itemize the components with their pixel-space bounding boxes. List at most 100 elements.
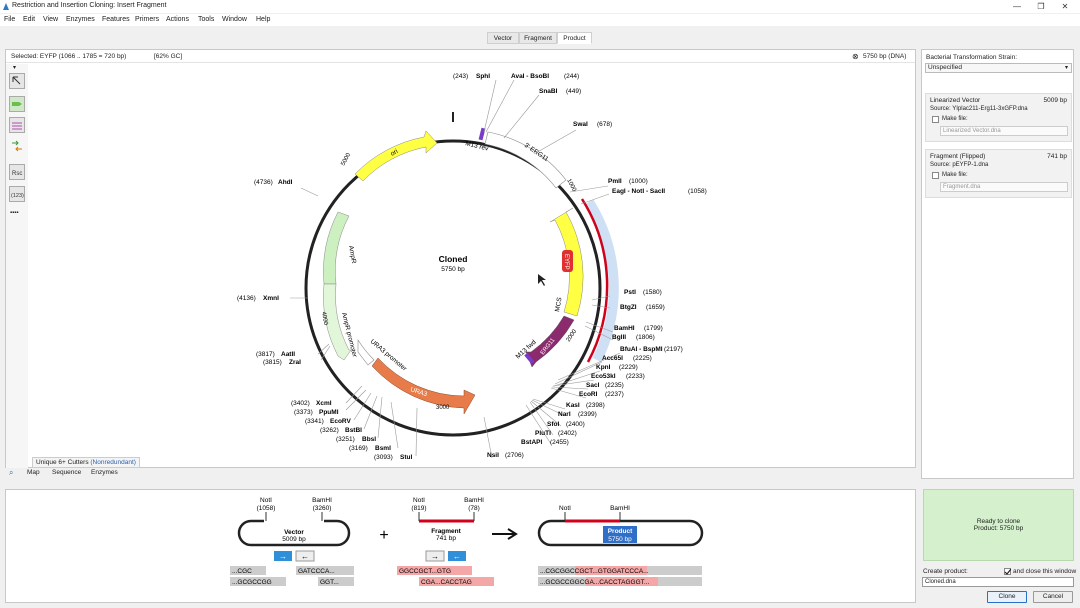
tab-vector[interactable]: Vector — [487, 32, 519, 44]
enzyme-ppumi[interactable]: PpuMI — [319, 409, 339, 416]
vector-file-field[interactable]: Linearized Vector.dna — [940, 126, 1068, 136]
menu-features[interactable]: Features — [102, 16, 130, 23]
enzyme-bsmi[interactable]: BsmI — [375, 445, 391, 452]
enzyme-xcmi[interactable]: XcmI — [316, 400, 332, 407]
erg11-3-feature[interactable] — [484, 131, 567, 189]
menu-file[interactable]: File — [4, 16, 16, 23]
m13-rev-feature[interactable] — [478, 127, 486, 141]
menu-edit[interactable]: Edit — [23, 16, 36, 23]
enzyme-acc65i[interactable]: Acc65I — [602, 355, 623, 362]
fragment-bp: 741 bp — [1047, 153, 1067, 160]
select-tool-icon[interactable] — [9, 73, 25, 89]
menu-tools[interactable]: Tools — [198, 16, 215, 23]
enzyme-bglii[interactable]: BglII — [612, 334, 626, 341]
fragment-orientation-button[interactable] — [425, 550, 445, 562]
enzyme-pos-psti: (1580) — [643, 289, 662, 296]
enzyme-bfuai[interactable]: BfuAI - BspMI — [620, 346, 663, 353]
enzyme-tool-icon[interactable]: Rsc — [9, 164, 25, 180]
enzyme-ecorv[interactable]: EcoRV — [330, 418, 351, 425]
menu-enzymes[interactable]: Enzymes — [66, 16, 95, 23]
enzyme-bbsi[interactable]: BbsI — [362, 436, 376, 443]
enzyme-pos-bstapi: (2455) — [550, 439, 569, 446]
enzyme-set-selector[interactable]: Unique 6+ Cutters (Nonredundant) — [32, 457, 140, 468]
enzyme-pos-bbsi: (3251) — [336, 436, 355, 443]
enzyme-saci[interactable]: SacI — [586, 382, 600, 389]
fragment-enz1: NotI — [413, 497, 425, 504]
ori-feature[interactable] — [354, 130, 438, 182]
minimize-button[interactable]: — — [1013, 2, 1021, 11]
eyfp-arrow-feature[interactable] — [549, 207, 584, 317]
enzyme-kasi[interactable]: KasI — [566, 402, 580, 409]
enzyme-nari[interactable]: NarI — [558, 411, 571, 418]
menu-help[interactable]: Help — [256, 16, 271, 23]
enzyme-eco53ki[interactable]: Eco53kI — [591, 373, 616, 380]
close-window-button[interactable]: ✕ — [1061, 2, 1069, 11]
menu-primers[interactable]: Primers — [135, 16, 160, 23]
tab-map[interactable]: Map — [27, 469, 40, 476]
enzyme-snabi[interactable]: SnaBI — [539, 88, 558, 95]
enzyme-pluti[interactable]: PluTI — [535, 430, 551, 437]
enzyme-pos-eco53ki: (2233) — [626, 373, 645, 380]
enzyme-stui[interactable]: StuI — [400, 454, 412, 461]
ampr-promoter-feature[interactable] — [323, 283, 352, 361]
enzyme-sphi[interactable]: SphI — [476, 73, 490, 80]
orf-tool-icon[interactable] — [9, 138, 25, 154]
search-icon[interactable]: ⌕ — [9, 468, 14, 477]
cancel-button[interactable]: Cancel — [1033, 591, 1073, 603]
enzyme-aatii[interactable]: AatII — [281, 351, 295, 358]
enzyme-sfoi[interactable]: SfoI — [547, 421, 559, 428]
enzyme-bamhi[interactable]: BamHI — [614, 325, 635, 332]
ura3-feature[interactable] — [371, 357, 476, 415]
fragment-file-field[interactable]: Fragment.dna — [940, 182, 1068, 192]
ori-label: ori — [390, 148, 400, 158]
menu-view[interactable]: View — [43, 16, 59, 23]
svg-text:Rsc: Rsc — [12, 171, 22, 177]
clone-button[interactable]: Clone — [987, 591, 1027, 603]
tab-product[interactable]: Product — [557, 32, 592, 44]
tab-sequence[interactable]: Sequence — [52, 469, 82, 476]
vector-orientation-button[interactable] — [295, 550, 315, 562]
enzyme-psti[interactable]: PstI — [624, 289, 636, 296]
vector-make-file-checkbox[interactable] — [932, 116, 939, 123]
enzyme-btgzi[interactable]: BtgZI — [620, 304, 637, 311]
primer-tool-icon[interactable] — [9, 117, 25, 133]
selection-text: Selected: EYFP (1066 .. 1785 = 720 bp) — [11, 53, 127, 60]
enzyme-pos-zrai: (3815) — [263, 359, 282, 366]
menu-actions[interactable]: Actions — [166, 16, 189, 23]
eyfp-feature[interactable] — [562, 250, 573, 272]
info-icon[interactable]: ⊗ — [852, 52, 859, 61]
enzyme-xmni[interactable]: XmnI — [263, 295, 279, 302]
fragment-orientation-button-active[interactable] — [448, 551, 466, 561]
enzyme-kpni[interactable]: KpnI — [596, 364, 611, 371]
enzyme-eagi-noti-sacii[interactable]: EagI - NotI - SacII — [612, 188, 665, 195]
enzyme-bstapi[interactable]: BstAPI — [521, 439, 543, 446]
scale-icon[interactable]: ▪▪▪▪ — [10, 210, 19, 216]
enzyme-swai[interactable]: SwaI — [573, 121, 588, 128]
m13-fwd-feature[interactable] — [524, 352, 535, 364]
ampr-feature[interactable] — [323, 211, 350, 285]
strain-select[interactable]: Unspecified ▾ — [925, 63, 1072, 73]
enzyme-pos-pluti: (2402) — [558, 430, 577, 437]
vector-orientation-button-active[interactable] — [274, 551, 292, 561]
tab-fragment[interactable]: Fragment — [519, 32, 557, 44]
enzyme-bstbi[interactable]: BstBI — [345, 427, 362, 434]
enzyme-ahdi[interactable]: AhdI — [278, 179, 293, 186]
enzyme-pos-acc65i: (2225) — [633, 355, 652, 362]
close-window-checkbox[interactable] — [1004, 568, 1011, 575]
cloning-schematic: NotI (1058) BamHI (3260) Vector 5009 bp … — [230, 497, 704, 586]
tab-enzymes[interactable]: Enzymes — [91, 469, 118, 476]
enzyme-nsii[interactable]: NsiI — [487, 452, 499, 459]
numbering-tool-icon[interactable]: (123) — [9, 186, 25, 202]
feature-tool-icon[interactable] — [9, 96, 25, 112]
fragment-seq-bot: CGA...CACCTAG — [421, 579, 472, 586]
ura3-promoter-feature[interactable] — [357, 338, 375, 366]
enzyme-ecori[interactable]: EcoRI — [579, 391, 598, 398]
toolbar-collapse-icon[interactable]: ▾ — [13, 65, 17, 71]
enzyme-pmli[interactable]: PmlI — [608, 178, 622, 185]
menu-window[interactable]: Window — [222, 16, 247, 23]
product-filename-field[interactable]: Cloned.dna — [922, 577, 1074, 587]
enzyme-zrai[interactable]: ZraI — [289, 359, 301, 366]
fragment-make-file-checkbox[interactable] — [932, 172, 939, 179]
enzyme-avai[interactable]: AvaI - BsoBI — [511, 73, 549, 80]
maximize-button[interactable]: ❐ — [1037, 2, 1045, 11]
